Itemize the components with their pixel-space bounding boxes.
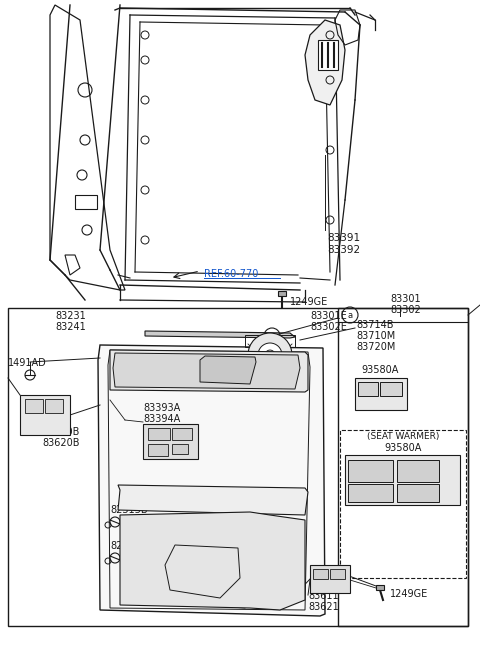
Text: 83610B: 83610B <box>42 427 79 437</box>
Text: 83611: 83611 <box>308 591 338 601</box>
Text: 83302E: 83302E <box>310 322 347 332</box>
Text: 1249GE: 1249GE <box>390 589 428 599</box>
Bar <box>25 399 43 413</box>
Bar <box>310 565 350 593</box>
Bar <box>348 484 393 502</box>
Bar <box>8 308 468 626</box>
Circle shape <box>368 463 382 477</box>
Bar <box>358 382 378 396</box>
Text: 83391: 83391 <box>327 233 360 243</box>
Text: (SEAT WARMER): (SEAT WARMER) <box>367 432 439 441</box>
Bar <box>278 291 286 296</box>
Text: 83394A: 83394A <box>143 414 180 424</box>
Text: a: a <box>269 331 275 340</box>
Bar <box>355 378 407 410</box>
Polygon shape <box>98 345 325 616</box>
Bar <box>330 569 345 579</box>
Text: 83392: 83392 <box>327 245 360 255</box>
Bar <box>148 444 168 456</box>
Text: 1249GE: 1249GE <box>290 297 328 307</box>
Polygon shape <box>145 331 295 338</box>
Text: 83301E: 83301E <box>310 311 347 321</box>
Text: 82315D: 82315D <box>110 541 148 551</box>
Circle shape <box>248 333 292 377</box>
Text: 83620B: 83620B <box>42 438 80 448</box>
Bar <box>340 430 466 578</box>
Circle shape <box>401 463 415 477</box>
Text: 1491AD: 1491AD <box>8 358 47 368</box>
Bar <box>345 455 460 505</box>
Text: 83714B: 83714B <box>356 320 394 330</box>
Bar <box>397 460 439 482</box>
Polygon shape <box>200 356 256 384</box>
Bar <box>318 40 338 70</box>
Text: a: a <box>348 310 353 319</box>
Circle shape <box>383 387 393 397</box>
Bar <box>313 569 328 579</box>
Circle shape <box>265 350 275 360</box>
Text: 83231: 83231 <box>55 311 86 321</box>
Bar <box>338 308 468 626</box>
Text: 83710M: 83710M <box>356 331 395 341</box>
Text: 83301: 83301 <box>390 294 420 304</box>
Polygon shape <box>120 512 305 610</box>
Circle shape <box>258 343 282 367</box>
Text: 83302: 83302 <box>390 305 421 315</box>
Text: 83393A: 83393A <box>143 403 180 413</box>
Text: 83241: 83241 <box>55 322 86 332</box>
Text: REF.60-770: REF.60-770 <box>204 269 258 279</box>
Text: 83621: 83621 <box>308 602 339 612</box>
Bar <box>380 382 402 396</box>
Circle shape <box>360 387 370 397</box>
Polygon shape <box>305 20 345 105</box>
Bar <box>245 335 295 347</box>
Bar <box>75 195 97 209</box>
Text: 93580A: 93580A <box>361 365 399 375</box>
Bar <box>45 399 63 413</box>
Polygon shape <box>110 350 308 392</box>
Bar <box>143 424 198 459</box>
Bar <box>172 444 188 454</box>
Polygon shape <box>113 353 300 389</box>
Polygon shape <box>118 485 308 515</box>
Bar <box>20 395 70 435</box>
Bar <box>348 460 393 482</box>
Circle shape <box>416 463 430 477</box>
Text: 83720M: 83720M <box>356 342 396 352</box>
Text: 82315B: 82315B <box>110 505 148 515</box>
Bar <box>148 428 170 440</box>
Text: 93580A: 93580A <box>384 443 422 453</box>
Bar <box>397 484 439 502</box>
Circle shape <box>353 463 367 477</box>
Bar <box>376 585 384 590</box>
Bar <box>172 428 192 440</box>
